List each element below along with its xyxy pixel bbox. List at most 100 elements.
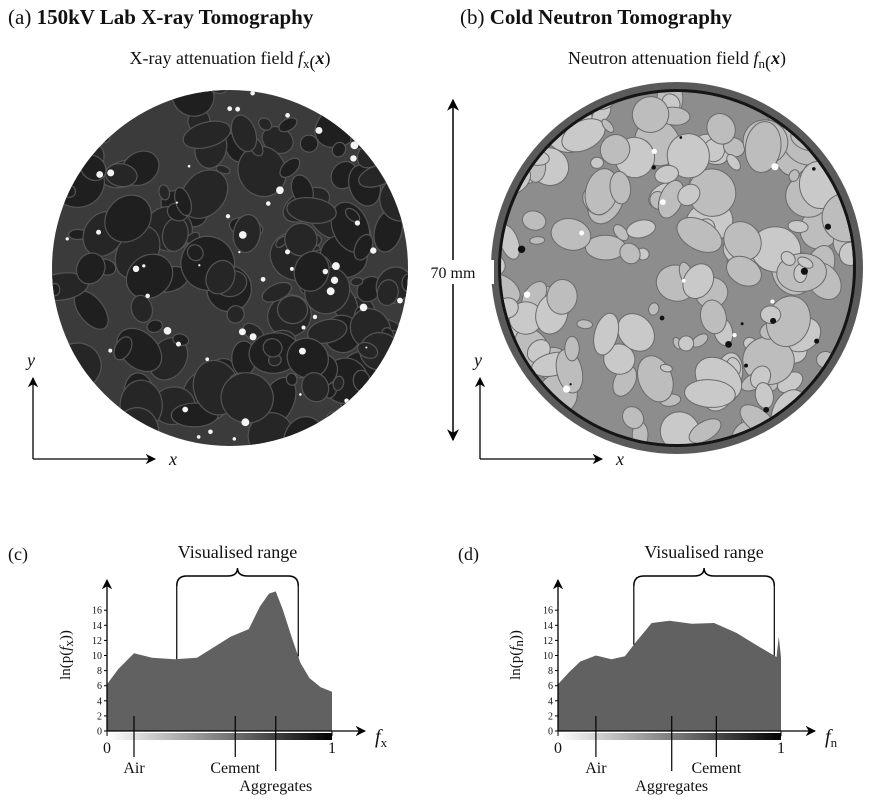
pore [813, 424, 819, 431]
aggregate [112, 91, 133, 108]
pore [238, 328, 246, 336]
pore [250, 90, 255, 96]
pore [238, 231, 247, 239]
aggregate [659, 363, 673, 373]
pore [208, 429, 213, 435]
aggregate [726, 153, 741, 171]
aggregate [631, 96, 670, 133]
aggregate [276, 295, 309, 325]
neutron-image [501, 92, 853, 444]
panel-title: (a) 150kV Lab X-ray Tomography [8, 5, 314, 29]
aggregate [760, 305, 782, 324]
aggregate [772, 429, 808, 444]
aggregate [279, 157, 301, 178]
text-part: 150kV Lab X-ray Tomography [37, 5, 314, 29]
y-tick-label: 8 [97, 666, 102, 677]
aggregate [684, 379, 736, 408]
aggregate [676, 216, 723, 253]
y-tick-label: 12 [92, 636, 102, 647]
pore [103, 407, 108, 412]
aggregate [569, 92, 583, 98]
aggregate [75, 252, 106, 285]
axis-var: y [472, 350, 482, 370]
aggregate [555, 348, 584, 394]
aggregate [522, 92, 548, 122]
pore [740, 322, 744, 326]
text-part: x [314, 48, 324, 68]
aggregate [399, 94, 408, 109]
aggregate [609, 171, 632, 205]
pore [330, 276, 339, 284]
pore [770, 317, 777, 324]
aggregate [512, 413, 548, 443]
text-part: f [825, 726, 833, 748]
pore [107, 169, 115, 177]
y-tick-label: 0 [548, 727, 553, 738]
aggregate [682, 263, 715, 300]
pore [370, 247, 377, 254]
pore [72, 402, 80, 410]
y-tick-label: 10 [92, 651, 102, 662]
pore [354, 220, 361, 226]
pore [232, 437, 237, 441]
aggregate [383, 92, 402, 111]
text-part: )) [58, 630, 74, 640]
pore [238, 251, 241, 254]
aggregate [376, 279, 399, 307]
pore [299, 393, 302, 396]
y-tick-label: 4 [97, 696, 102, 707]
aggregate [593, 312, 620, 356]
aggregate [261, 281, 293, 303]
aggregate [726, 255, 762, 287]
aggregate [232, 214, 261, 254]
annotation-label: Aggregates [635, 778, 708, 795]
y-tick-label: 14 [543, 621, 553, 632]
aggregate [89, 94, 123, 120]
aggregate [374, 90, 408, 119]
aggregate [278, 117, 298, 133]
text-part: ln(p( [508, 651, 524, 680]
area [107, 591, 332, 731]
annotation-label: Cement [691, 760, 741, 777]
x-tick-label: 1 [777, 740, 785, 757]
aggregate [699, 299, 727, 335]
aggregate [331, 141, 347, 158]
aggregate [666, 133, 710, 179]
text-part: (a) [8, 5, 31, 29]
pore [770, 299, 775, 304]
aggregate [55, 131, 72, 143]
y-axis-label: ln(p(fn)) [508, 630, 526, 680]
y-tick-label: 6 [548, 681, 553, 692]
y-tick-label: 14 [92, 621, 102, 632]
aggregate [678, 335, 695, 352]
aggregate [788, 169, 800, 182]
aggregate [89, 407, 121, 435]
aggregate [104, 194, 152, 243]
aggregate [836, 107, 853, 145]
pore [132, 265, 140, 273]
pore [59, 168, 65, 174]
aggregate [706, 113, 736, 145]
pore [344, 398, 349, 404]
scale-label: 70 mm [431, 265, 476, 282]
pore [332, 262, 340, 271]
pore [824, 223, 832, 230]
aggregate [293, 250, 330, 292]
y-tick-label: 12 [543, 636, 553, 647]
pore [397, 297, 403, 304]
aggregate [102, 90, 139, 116]
aggregate [501, 382, 529, 422]
pore [359, 303, 368, 312]
annotation-label: Air [123, 760, 145, 777]
pore [56, 424, 64, 432]
pore [812, 167, 816, 171]
aggregate [506, 92, 533, 107]
aggregate [850, 152, 853, 166]
aggregate [838, 241, 853, 266]
text-part: f [508, 645, 524, 651]
aggregate [612, 224, 629, 242]
text-part: Neutron attenuation field [568, 48, 749, 68]
y-tick-label: 16 [543, 606, 553, 617]
x-tick-label: 0 [554, 740, 562, 757]
aggregate [797, 256, 814, 269]
